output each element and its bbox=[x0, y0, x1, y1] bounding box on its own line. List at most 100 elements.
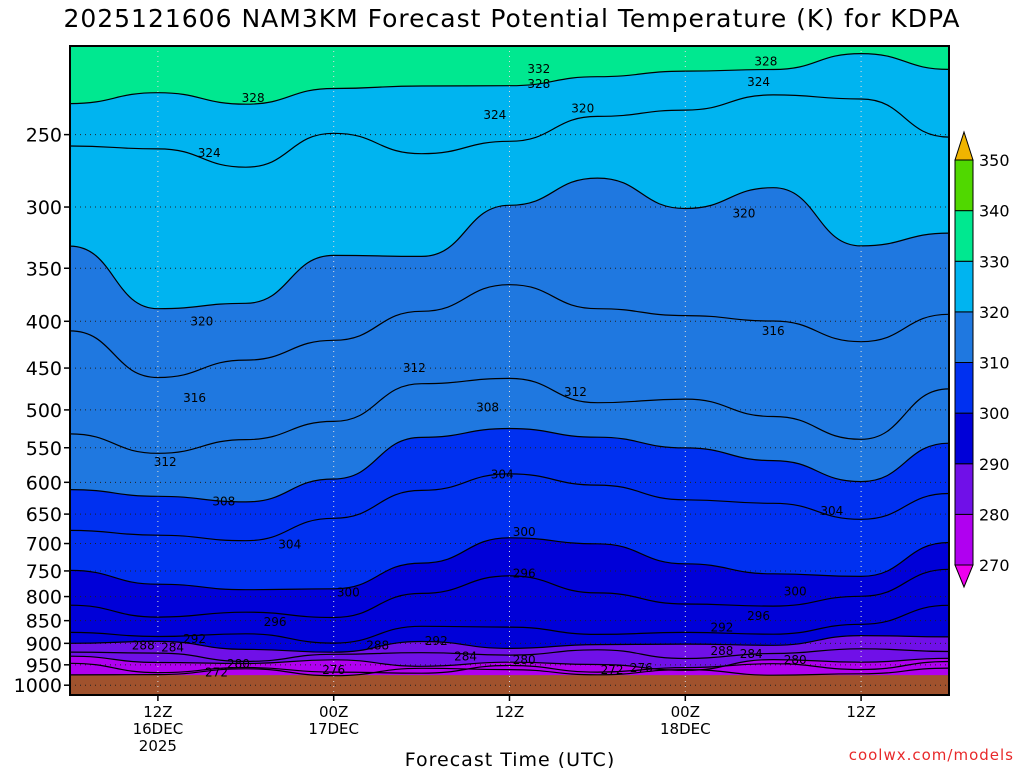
contour-label: 324 bbox=[483, 108, 506, 122]
contour-label: 308 bbox=[476, 401, 499, 415]
contour-label: 304 bbox=[820, 504, 843, 518]
contour-label: 320 bbox=[571, 101, 594, 115]
x-tick-label: 16DEC bbox=[133, 720, 184, 738]
x-tick-label: 2025 bbox=[139, 737, 177, 755]
y-tick-label: 850 bbox=[26, 611, 62, 633]
contour-label: 280 bbox=[513, 653, 536, 667]
colorbar-box-320 bbox=[954, 260, 974, 313]
contour-label: 296 bbox=[264, 615, 287, 629]
y-tick-label: 650 bbox=[26, 504, 62, 526]
contour-labels: 3323283283283243243243203203203163163123… bbox=[132, 55, 843, 680]
contour-lines bbox=[70, 52, 949, 677]
contour-272 bbox=[70, 667, 949, 677]
contour-296 bbox=[70, 568, 949, 619]
contour-label: 328 bbox=[242, 91, 265, 105]
colorbar-label: 290 bbox=[979, 455, 1010, 474]
chart-title: 2025121606 NAM3KM Forecast Potential Tem… bbox=[63, 4, 961, 33]
colorbar-label: 320 bbox=[979, 303, 1010, 322]
contour-label: 300 bbox=[337, 586, 360, 600]
contour-label: 312 bbox=[564, 385, 587, 399]
contour-label: 296 bbox=[747, 609, 770, 623]
contour-label: 300 bbox=[784, 585, 807, 599]
source-credit: coolwx.com/models bbox=[848, 746, 1014, 764]
contour-328 bbox=[70, 52, 949, 105]
contour-312 bbox=[70, 377, 949, 454]
contour-288 bbox=[70, 634, 949, 653]
x-tick-label: 00Z bbox=[319, 703, 348, 721]
y-tick-label: 500 bbox=[26, 400, 62, 422]
contour-label: 292 bbox=[710, 621, 733, 635]
contour-label: 284 bbox=[161, 641, 184, 655]
colorbar-label: 350 bbox=[979, 151, 1010, 170]
y-tick-label: 950 bbox=[26, 655, 62, 677]
contour-label: 324 bbox=[747, 75, 770, 89]
contour-label: 280 bbox=[227, 657, 250, 671]
colorbar-label: 280 bbox=[979, 505, 1010, 524]
colorbar-legend: 270 280 290 300 310 320 330 340 350 bbox=[954, 130, 1010, 589]
grid-lines bbox=[70, 46, 949, 695]
contour-label: 288 bbox=[132, 639, 155, 653]
y-tick-label: 450 bbox=[26, 358, 62, 380]
y-tick-label: 900 bbox=[26, 633, 62, 655]
contour-label: 284 bbox=[454, 649, 477, 663]
contour-label: 292 bbox=[425, 634, 448, 648]
contour-label: 312 bbox=[154, 455, 177, 469]
colorbar-arrow-top bbox=[954, 130, 974, 161]
contour-284 bbox=[70, 648, 949, 663]
contour-300 bbox=[70, 537, 949, 591]
y-tick-label: 250 bbox=[26, 125, 62, 147]
contour-label: 328 bbox=[527, 77, 550, 91]
contour-label: 280 bbox=[784, 653, 807, 667]
contour-label: 320 bbox=[190, 314, 213, 328]
contour-label: 304 bbox=[278, 538, 301, 552]
contour-320 bbox=[70, 177, 949, 310]
x-tick-label: 12Z bbox=[495, 703, 524, 721]
contour-label: 288 bbox=[366, 639, 389, 653]
contour-label: 324 bbox=[198, 146, 221, 160]
x-tick-label: 12Z bbox=[143, 703, 172, 721]
y-tick-label: 800 bbox=[26, 587, 62, 609]
colorbar-box-270 bbox=[954, 513, 974, 566]
contour-316 bbox=[70, 284, 949, 379]
colorbar-label: 270 bbox=[979, 556, 1010, 575]
colorbar-arrow-bottom bbox=[954, 564, 974, 589]
pressure-axis: 2503003504004505005506006507007508008509… bbox=[14, 125, 70, 697]
y-tick-label: 350 bbox=[26, 258, 62, 280]
contour-label: 272 bbox=[205, 665, 228, 679]
colorbar-box-290 bbox=[954, 412, 974, 465]
contour-label: 312 bbox=[403, 361, 426, 375]
x-tick-label: 17DEC bbox=[308, 720, 359, 738]
contour-label: 300 bbox=[513, 525, 536, 539]
contour-label: 296 bbox=[513, 567, 536, 581]
contour-label: 316 bbox=[762, 324, 785, 338]
contour-label: 276 bbox=[630, 661, 653, 675]
contour-label: 284 bbox=[740, 647, 763, 661]
contour-308 bbox=[70, 427, 949, 503]
contour-label: 292 bbox=[183, 632, 206, 646]
colorbar-label: 330 bbox=[979, 252, 1010, 271]
x-tick-label: 00Z bbox=[671, 703, 700, 721]
contour-label: 288 bbox=[710, 644, 733, 658]
contour-280 bbox=[70, 655, 949, 671]
contour-292 bbox=[70, 604, 949, 644]
contour-label: 320 bbox=[732, 207, 755, 221]
y-tick-label: 750 bbox=[26, 561, 62, 583]
contour-label: 316 bbox=[183, 391, 206, 405]
contour-324 bbox=[70, 94, 949, 168]
contour-276 bbox=[70, 660, 949, 674]
contour-label: 328 bbox=[754, 55, 777, 69]
contour-label: 308 bbox=[212, 495, 235, 509]
colorbar-box-330 bbox=[954, 210, 974, 262]
y-tick-label: 300 bbox=[26, 197, 62, 219]
contour-label: 276 bbox=[322, 663, 345, 677]
y-tick-label: 550 bbox=[26, 438, 62, 460]
x-tick-label: 12Z bbox=[846, 703, 875, 721]
y-tick-label: 700 bbox=[26, 534, 62, 556]
y-tick-label: 400 bbox=[26, 311, 62, 333]
contour-304 bbox=[70, 473, 949, 542]
contour-label: 332 bbox=[527, 62, 550, 76]
colorbar-label: 310 bbox=[979, 354, 1010, 373]
colorbar-box-300 bbox=[954, 362, 974, 414]
